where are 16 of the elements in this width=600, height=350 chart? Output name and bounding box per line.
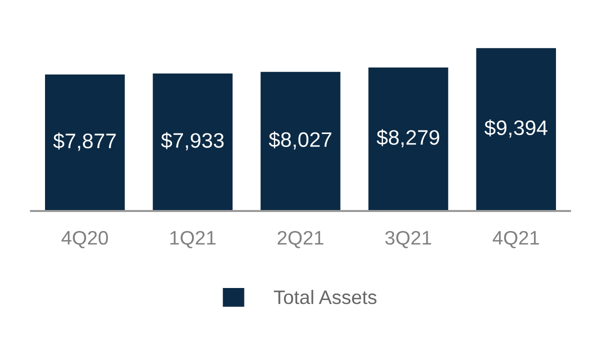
data-label: $7,933 — [161, 132, 224, 150]
x-tick-label: 4Q20 — [62, 230, 108, 248]
x-tick-label: 3Q21 — [385, 230, 432, 248]
data-label: $7,877 — [53, 132, 116, 151]
bar — [476, 48, 556, 211]
x-tick-label: 1Q21 — [170, 230, 216, 248]
bar — [368, 67, 448, 211]
data-label: $8,279 — [376, 129, 440, 148]
data-label: $9,394 — [484, 120, 548, 138]
x-tick-label: 2Q21 — [278, 230, 324, 248]
data-label: $8,027 — [268, 131, 332, 150]
x-tick-label: 4Q21 — [492, 230, 539, 248]
bar — [260, 72, 340, 211]
legend-label: Total Assets — [274, 290, 376, 304]
bar — [152, 73, 233, 211]
bar — [45, 74, 125, 211]
